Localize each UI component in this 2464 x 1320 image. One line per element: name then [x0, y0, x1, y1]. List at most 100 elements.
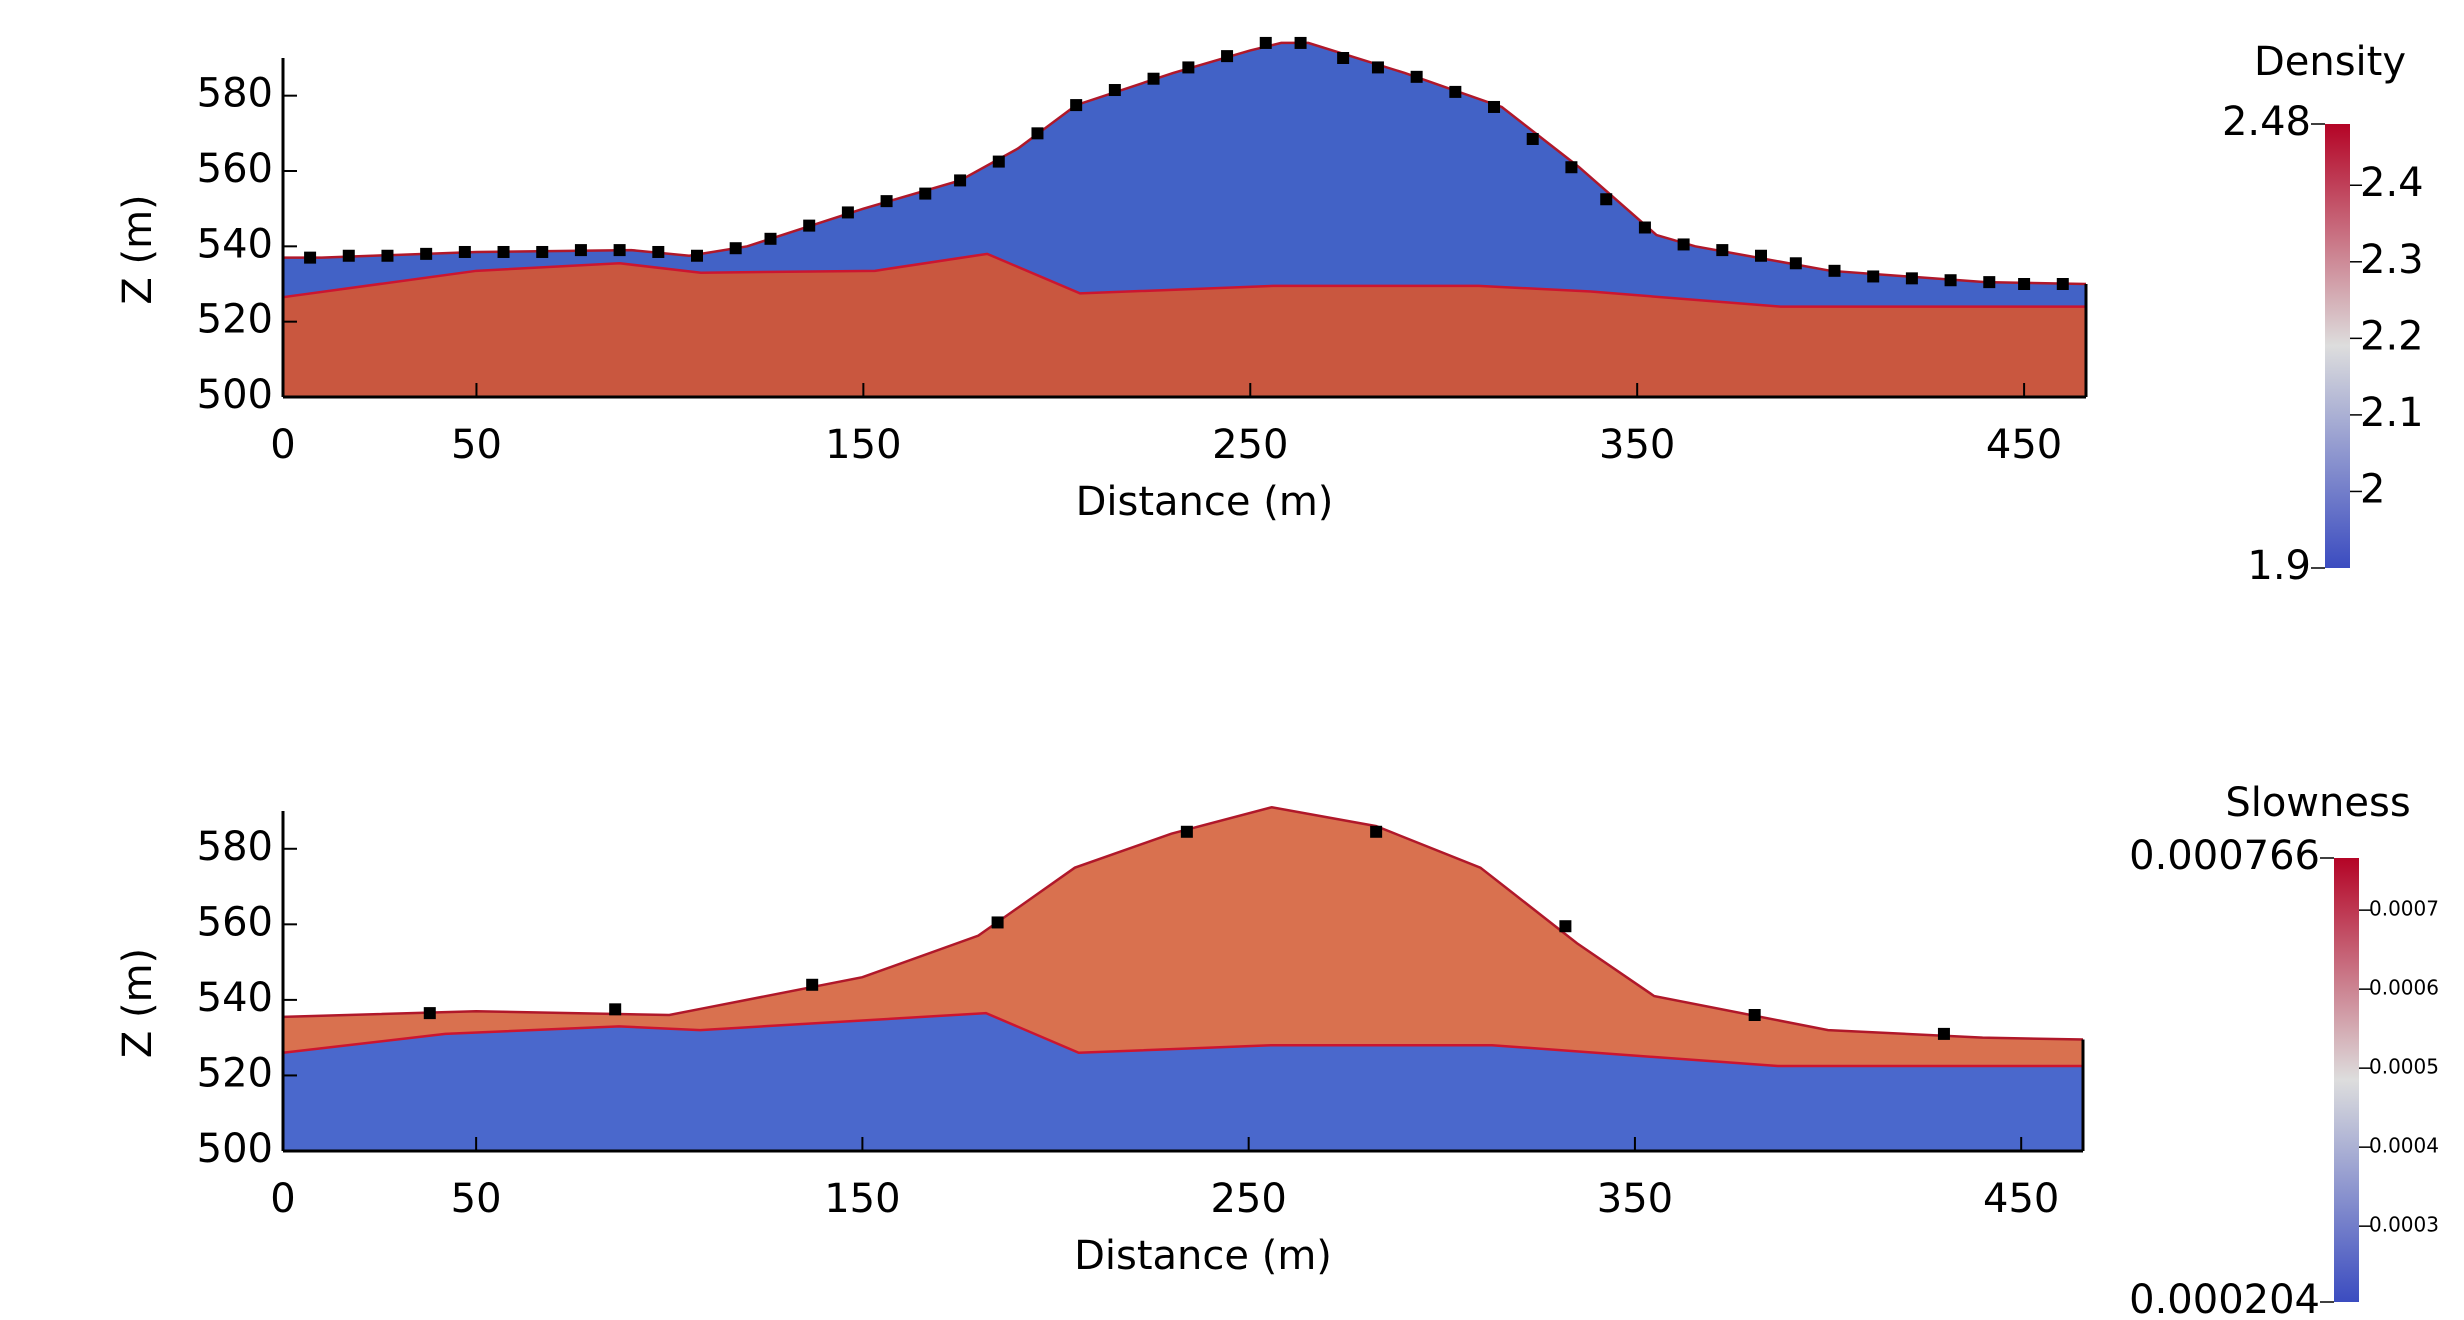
sensor — [613, 244, 626, 257]
colorbar-tick-label: 0.0004 — [2369, 1134, 2439, 1158]
x-tick-label: 250 — [1212, 422, 1288, 468]
sensor — [652, 245, 665, 258]
sensor — [1789, 257, 1802, 270]
sensor — [304, 251, 317, 264]
sensor — [1180, 825, 1193, 838]
sensor — [1677, 238, 1690, 251]
sensor — [1748, 1009, 1761, 1021]
colorbar-tick-label: 2.3 — [2360, 237, 2424, 283]
sensor — [1754, 249, 1767, 262]
y-tick-label: 580 — [197, 824, 273, 870]
sensor — [536, 245, 549, 258]
sensor — [1716, 244, 1729, 257]
sensor — [1449, 85, 1462, 98]
colorbar-tick-label: 2 — [2360, 466, 2385, 512]
x-tick-label: 50 — [451, 1176, 502, 1222]
x-tick-label: 50 — [451, 422, 502, 468]
y-tick-label: 540 — [197, 975, 273, 1021]
sensor — [1294, 36, 1307, 49]
sensor — [609, 1003, 622, 1016]
x-tick-label: 350 — [1599, 422, 1675, 468]
sensor — [954, 174, 967, 187]
colorbar-end-label: 0.000204 — [2129, 1277, 2320, 1320]
sensor — [690, 249, 703, 262]
y-tick-label: 500 — [197, 372, 273, 418]
sensor — [729, 242, 742, 255]
y-axis-label: Z (m) — [115, 194, 161, 304]
x-tick-label: 350 — [1597, 1176, 1673, 1222]
sensor — [1410, 70, 1423, 83]
colorbar-title: Density — [2254, 39, 2406, 85]
colorbar-title: Slowness — [2225, 780, 2410, 826]
colorbar-tick-label: 0.0007 — [2369, 897, 2439, 921]
lower-layer — [283, 1013, 2083, 1151]
sensor — [1371, 61, 1384, 74]
surface-line — [282, 805, 2084, 1041]
sensor — [803, 219, 816, 232]
x-tick-label: 0 — [270, 1176, 295, 1222]
y-tick-label: 500 — [197, 1126, 273, 1172]
x-tick-label: 450 — [1983, 1176, 2059, 1222]
y-axis-label: Z (m) — [115, 948, 161, 1058]
sensor — [1488, 100, 1501, 113]
colorbar-end-label: 0.000766 — [2129, 833, 2320, 879]
colorbar-tick-label: 2.2 — [2360, 313, 2424, 359]
sensor — [497, 245, 510, 258]
sensor — [1944, 274, 1957, 287]
sensor — [1108, 84, 1121, 97]
sensor — [1182, 61, 1195, 74]
y-tick-label: 560 — [197, 899, 273, 945]
sensor — [1031, 127, 1044, 140]
x-tick-label: 150 — [825, 422, 901, 468]
colorbar-end-label: 2.48 — [2222, 99, 2311, 145]
sensor — [1526, 132, 1539, 145]
sensor — [1070, 99, 1083, 112]
colorbar-tick-label: 2.4 — [2360, 160, 2424, 206]
sensor — [1147, 72, 1160, 85]
y-tick-label: 540 — [197, 221, 273, 267]
x-axis-label: Distance (m) — [1074, 1233, 1332, 1279]
y-tick-label: 560 — [197, 146, 273, 192]
x-tick-label: 250 — [1210, 1176, 1286, 1222]
sensor — [2018, 278, 2031, 290]
sensor — [1867, 270, 1880, 283]
x-tick-label: 150 — [824, 1176, 900, 1222]
lower-layer — [283, 253, 2086, 397]
sensor — [1370, 825, 1383, 838]
sensor — [342, 249, 355, 262]
y-tick-label: 520 — [197, 297, 273, 343]
sensor — [1259, 36, 1272, 49]
x-tick-label: 450 — [1986, 422, 2062, 468]
colorbar-tick-label: 2.1 — [2360, 390, 2424, 436]
sensor — [1638, 221, 1651, 234]
colorbar-end-label: 1.9 — [2247, 543, 2311, 589]
y-tick-label: 580 — [197, 71, 273, 117]
sensor — [880, 195, 893, 208]
colorbar-tick-label: 0.0006 — [2369, 976, 2439, 1000]
colorbar — [2325, 124, 2350, 568]
sensor — [1905, 272, 1918, 285]
y-tick-label: 520 — [197, 1050, 273, 1096]
sensor — [841, 206, 854, 219]
sensor — [420, 247, 433, 260]
interface-line — [282, 1011, 2083, 1068]
x-tick-label: 0 — [270, 422, 295, 468]
colorbar — [2334, 858, 2359, 1302]
x-axis-label: Distance (m) — [1076, 479, 1334, 525]
sensor — [1559, 920, 1572, 933]
sensor — [992, 155, 1005, 168]
sensor — [574, 244, 587, 257]
sensor — [1565, 161, 1578, 174]
sensor — [764, 232, 777, 245]
colorbar-tick-label: 0.0005 — [2369, 1055, 2439, 1079]
sensor — [1600, 193, 1613, 206]
colorbar-tick-label: 0.0003 — [2369, 1213, 2439, 1237]
sensor — [1221, 50, 1234, 63]
sensor — [423, 1007, 436, 1020]
sensor — [1337, 52, 1350, 64]
interface-line — [282, 252, 2086, 308]
sensor — [919, 187, 932, 200]
sensor — [806, 978, 819, 991]
sensor — [991, 916, 1004, 929]
sensor — [1937, 1027, 1950, 1040]
